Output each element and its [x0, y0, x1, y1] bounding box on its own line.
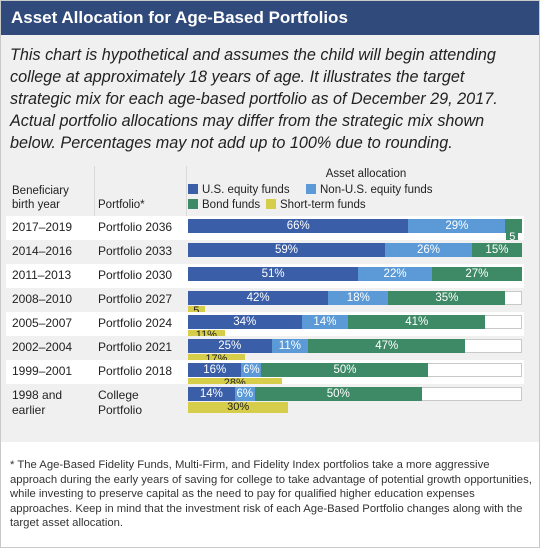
bar-short-term: 5: [188, 306, 205, 317]
portfolio-cell: Portfolio 2027: [98, 292, 173, 306]
birth-year-cell: 2002–2004: [12, 340, 73, 354]
bar-us-equity: 34%: [188, 315, 302, 329]
birth-year-cell: 1998 and earlier: [12, 388, 63, 417]
allocation-chart: Beneficiary birth year Portfolio* Asset …: [6, 164, 524, 422]
legend-swatch: [188, 184, 198, 194]
bar-short-term: 30%: [188, 402, 289, 413]
legend-title: Asset allocation: [325, 168, 407, 180]
bar-group: 25% 11% 47% 17%: [188, 339, 522, 365]
table-row: 2011–2013 Portfolio 2030 51% 22% 27%: [6, 264, 524, 288]
table-row: 2014–2016 Portfolio 2033 59% 26% 15%: [6, 240, 524, 264]
bar-non-us-equity: 22%: [358, 267, 432, 281]
birth-year-cell: 2011–2013: [12, 268, 72, 282]
bar-us-equity: 51%: [188, 267, 359, 281]
bar-group: 59% 26% 15%: [188, 243, 522, 264]
bar-us-equity: 25%: [188, 339, 272, 353]
portfolio-cell: Portfolio 2033: [98, 244, 173, 258]
bar-non-us-equity: 6%: [234, 387, 255, 401]
legend-swatch: [188, 199, 198, 209]
bar-bond: 35%: [388, 291, 506, 305]
bar-group: 34% 14% 41% 11%: [188, 315, 522, 341]
bar-us-equity: 66%: [188, 219, 409, 233]
bar-us-equity: 14%: [188, 387, 235, 401]
bar-us-equity: 16%: [188, 363, 242, 377]
birth-year-cell: 1999–2001: [12, 364, 73, 378]
legend-swatch: [306, 184, 316, 194]
portfolio-header: Portfolio*: [98, 199, 145, 211]
bar-non-us-equity: 29%: [408, 219, 506, 233]
bar-group: 16% 6% 50% 28%: [188, 363, 522, 389]
bar-bond: 50%: [261, 363, 429, 377]
bar-group: 51% 22% 27%: [188, 267, 522, 288]
birth-year-cell: 2008–2010: [12, 292, 73, 306]
bar-non-us-equity: 6%: [241, 363, 262, 377]
portfolio-cell: Portfolio 2021: [98, 340, 173, 354]
birth-year-cell: 2014–2016: [12, 244, 73, 258]
legend-label: Non-U.S. equity funds: [320, 184, 433, 196]
birth-year-header: Beneficiary birth year: [12, 185, 69, 211]
birth-year-cell: 2017–2019: [12, 220, 73, 234]
table-row: 2017–2019 Portfolio 2036 66% 29% 5: [6, 216, 524, 243]
legend-label: Bond funds: [202, 199, 261, 211]
legend-item-bond: Bond funds: [188, 199, 260, 211]
portfolio-cell: Portfolio 2018: [98, 364, 173, 378]
bar-non-us-equity: 26%: [385, 243, 472, 257]
bar-label: 5: [506, 232, 519, 243]
table-row: 1998 and earlier College Portfolio 14% 6% 50…: [6, 384, 524, 417]
intro-text: This chart is hypothetical and assumes t…: [10, 46, 498, 152]
portfolio-cell: Portfolio 2030: [98, 268, 173, 282]
birth-year-cell: 2005–2007: [12, 316, 73, 330]
table-row: 1999–2001 Portfolio 2018 16% 6% 50% 28%: [6, 360, 524, 389]
portfolio-cell: Portfolio 2036: [98, 220, 173, 234]
bar-us-equity: 42%: [188, 291, 329, 305]
table-row: 2005–2007 Portfolio 2024 34% 14% 41% 11%: [6, 312, 524, 341]
bar-group: 66% 29% 5: [188, 219, 522, 243]
portfolio-cell: Portfolio 2024: [98, 316, 173, 330]
bar-non-us-equity: 18%: [328, 291, 389, 305]
bar-bond: 50%: [254, 387, 422, 401]
footnote: * The Age-Based Fidelity Funds, Multi-Fi…: [10, 459, 532, 529]
legend-label: Short-term funds: [280, 199, 366, 211]
bar-bond: 27%: [431, 267, 522, 281]
legend-item-us-equity: U.S. equity funds: [188, 184, 290, 196]
table-row: 2002–2004 Portfolio 2021 25% 11% 47% 17%: [6, 336, 524, 365]
bar-short-term: 28%: [188, 378, 282, 389]
bar-bond: 15%: [471, 243, 522, 257]
legend-label: U.S. equity funds: [202, 184, 290, 196]
bar-non-us-equity: 14%: [301, 315, 349, 329]
bar-short-term: 17%: [188, 354, 245, 365]
card-title: Asset Allocation for Age-Based Portfolio…: [1, 1, 539, 35]
legend-swatch: [266, 199, 276, 209]
table-row: 2008–2010 Portfolio 2027 42% 18% 35% 5: [6, 288, 524, 317]
portfolio-cell: College Portfolio: [98, 388, 143, 417]
bar-non-us-equity: 11%: [271, 339, 309, 353]
bar-short-term: 11%: [188, 330, 225, 341]
bar-bond: 41%: [348, 315, 486, 329]
bar-bond: 47%: [308, 339, 466, 353]
bar-bond: 5: [505, 219, 522, 243]
legend-item-short-term: Short-term funds: [266, 199, 366, 211]
bar-group: 42% 18% 35% 5: [188, 291, 522, 317]
bar-group: 14% 6% 50% 30%: [188, 387, 522, 416]
bar-us-equity: 59%: [188, 243, 386, 257]
legend-item-non-us-equity: Non-U.S. equity funds: [306, 184, 433, 196]
